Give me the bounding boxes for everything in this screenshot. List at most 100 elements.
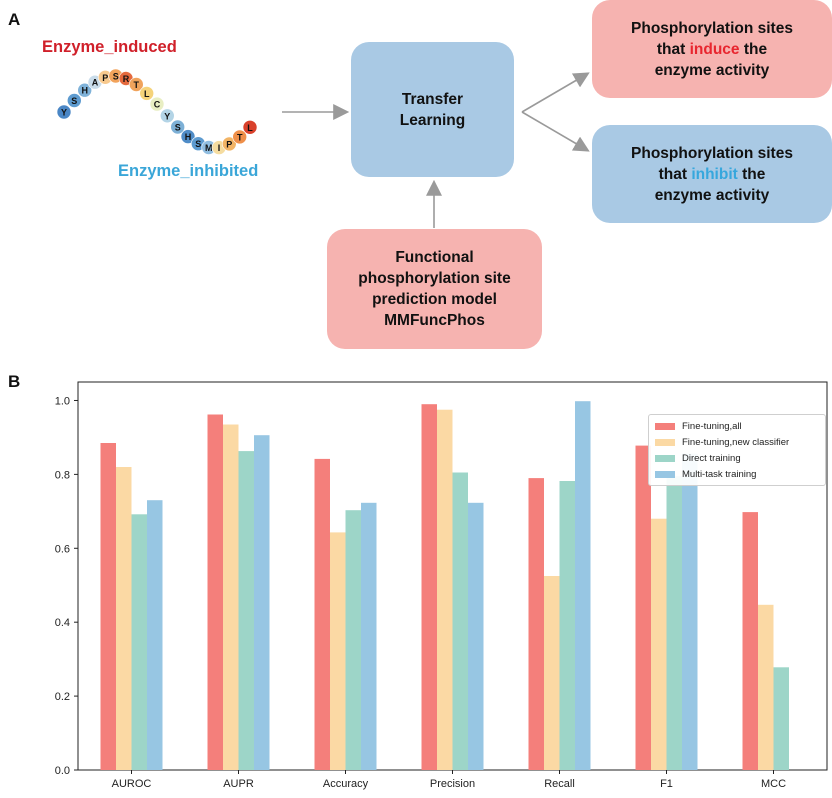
bar-recall-series-3 [559, 481, 575, 770]
inhibit-word: inhibit [691, 165, 738, 183]
bar-accuracy-series-1 [314, 458, 330, 770]
sequence-residue: L [144, 89, 150, 99]
sequence-bead [139, 86, 154, 101]
sequence-residue: R [123, 74, 130, 84]
legend-label: Direct training [682, 452, 741, 464]
y-tick-label: 0.0 [55, 765, 70, 777]
inhibit-line-2: that inhibit the [658, 165, 766, 183]
sequence-residue: L [247, 123, 253, 133]
sequence-residue: H [185, 132, 192, 142]
transfer-line-2: Learning [399, 111, 466, 129]
sequence-residue: M [205, 143, 213, 153]
x-tick-label: Recall [544, 778, 575, 790]
enzyme-induced-title: Enzyme_induced [42, 38, 177, 56]
bar-auroc-series-4 [147, 500, 163, 770]
legend-item: Fine-tuning,new classifier [655, 434, 825, 450]
bar-mcc-series-2 [758, 604, 774, 770]
legend-label: Fine-tuning,new classifier [682, 436, 790, 448]
sequence-bead [67, 93, 82, 108]
bar-auroc-series-2 [116, 467, 132, 770]
bar-auroc-series-1 [100, 443, 116, 770]
induce-line-2: that induce the [656, 40, 768, 58]
transfer-learning-box: Transfer Learning [351, 42, 514, 177]
bar-accuracy-series-4 [361, 502, 377, 770]
sequence-residue: P [102, 73, 108, 83]
bar-precision-series-1 [421, 404, 437, 770]
bar-accuracy-series-3 [345, 510, 361, 770]
sequence-bead [129, 77, 144, 92]
sequence-residue: S [175, 123, 181, 133]
bar-recall-series-1 [528, 478, 544, 770]
bar-f1-series-1 [635, 445, 651, 770]
arrow-transfer-to-inhibit [521, 111, 590, 152]
x-tick-label: AUPR [223, 778, 254, 790]
bar-f1-series-4 [682, 453, 698, 770]
legend-swatch [655, 454, 675, 462]
inhibit-line-3: enzyme activity [654, 186, 770, 204]
sequence-residue: S [71, 96, 77, 106]
x-tick-label: Accuracy [323, 778, 369, 790]
sequence-residue: A [92, 78, 99, 88]
induce-line-3: enzyme activity [654, 61, 770, 79]
bar-recall-series-2 [544, 576, 560, 770]
legend-item: Fine-tuning,all [655, 418, 825, 434]
y-tick-label: 1.0 [55, 395, 70, 407]
transfer-line-1: Transfer [401, 90, 464, 108]
inhibit-line-1: Phosphorylation sites [631, 144, 793, 162]
model-line-3: prediction model [372, 291, 497, 308]
inhibit-sites-box: Phosphorylation sites that inhibit the e… [592, 125, 832, 223]
induce-word: induce [689, 40, 740, 58]
bar-aupr-series-4 [254, 435, 270, 770]
legend-swatch [655, 470, 675, 478]
sequence-bead [56, 104, 72, 120]
bar-mcc-series-1 [742, 512, 758, 770]
y-tick-label: 0.4 [55, 617, 70, 629]
sequence-bead [160, 108, 175, 124]
sequence-bead [242, 120, 258, 135]
bar-precision-series-4 [468, 502, 484, 770]
bar-f1-series-3 [666, 476, 682, 770]
legend-item: Multi-task training [655, 466, 825, 482]
chart-axes: 0.0 0.2 0.4 0.6 0.8 1.0 AUROC AUPR Accuracy Preci… [55, 381, 828, 790]
bar-auroc-series-3 [131, 514, 147, 770]
panel-a-label: A [8, 10, 21, 29]
legend-label: Multi-task training [682, 468, 757, 480]
sequence-residue: Y [61, 108, 67, 118]
sequence-residue: T [237, 132, 243, 142]
sequence-residue: P [226, 139, 232, 149]
bar-aupr-series-3 [238, 451, 254, 770]
induce-line-1: Phosphorylation sites [631, 19, 793, 37]
bar-aupr-series-1 [207, 414, 223, 770]
panel-b-label: B [8, 372, 21, 391]
chart-legend: Fine-tuning,all Fine-tuning,new classifi… [648, 414, 826, 486]
metrics-bar-chart: 0.0 0.2 0.4 0.6 0.8 1.0 AUROC AUPR Accuracy Preci… [55, 381, 828, 790]
sequence-bead [232, 129, 247, 145]
sequence-bead [170, 119, 185, 135]
bar-precision-series-3 [452, 472, 468, 770]
sequence-bead [222, 136, 237, 152]
sequence-residue: H [81, 86, 88, 96]
sequence-residue: T [134, 80, 140, 90]
sequence-residue: C [154, 100, 161, 110]
enzyme-inhibited-title: Enzyme_inhibited [118, 162, 259, 180]
sequence-residue: S [113, 72, 119, 82]
induce-sites-box: Phosphorylation sites that induce the en… [592, 0, 832, 98]
x-tick-label: F1 [660, 778, 673, 790]
legend-swatch [655, 438, 675, 446]
chart-bars [100, 401, 789, 770]
bar-recall-series-4 [575, 401, 591, 770]
y-tick-label: 0.8 [55, 469, 70, 481]
sequence-residue: I [218, 143, 221, 153]
x-tick-label: Precision [430, 778, 475, 790]
bar-precision-series-2 [437, 409, 453, 770]
model-line-4: MMFuncPhos [384, 312, 485, 329]
legend-label: Fine-tuning,all [682, 420, 742, 432]
legend-swatch [655, 422, 675, 430]
y-tick-label: 0.2 [55, 691, 70, 703]
sequence-residue: S [195, 139, 201, 149]
prediction-model-box: Functional phosphorylation site predicti… [327, 229, 542, 349]
legend-item: Direct training [655, 450, 825, 466]
sequence-bead [180, 129, 196, 144]
